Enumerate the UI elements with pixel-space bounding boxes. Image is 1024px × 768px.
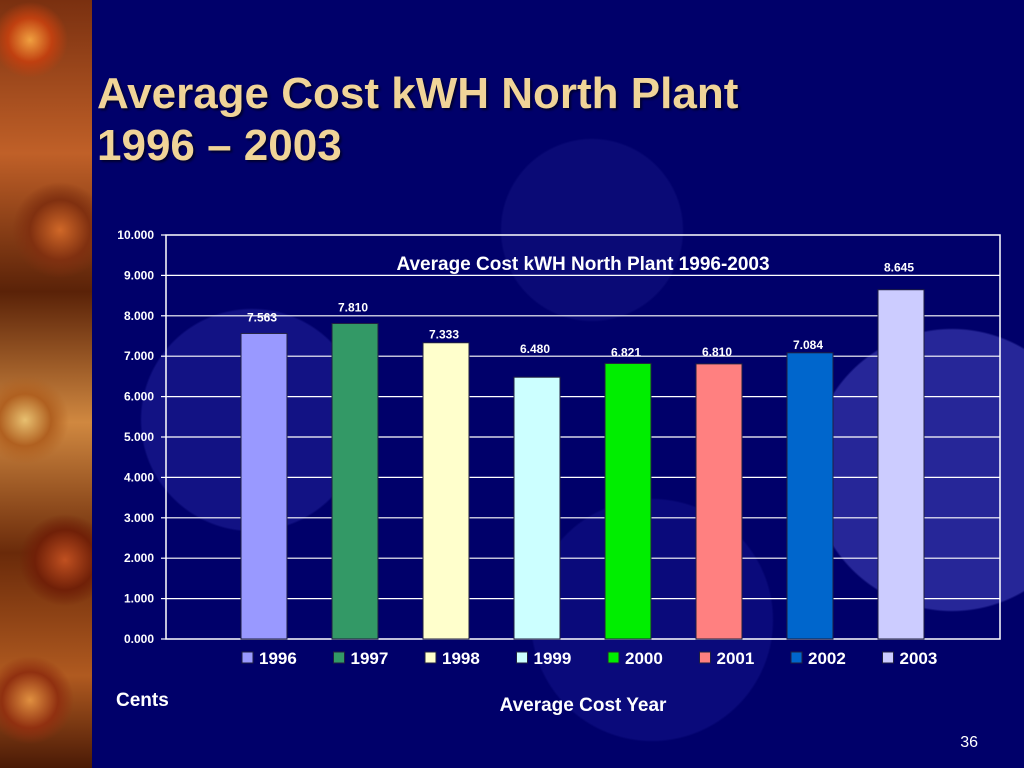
y-tick-label: 1.000 bbox=[124, 592, 154, 606]
slide-title-line-1: Average Cost kWH North Plant bbox=[97, 69, 739, 118]
legend-label-2001: 2001 bbox=[717, 649, 755, 668]
chart-title: Average Cost kWH North Plant 1996-2003 bbox=[396, 254, 769, 275]
data-label-1998: 7.333 bbox=[429, 328, 459, 342]
y-tick-label: 2.000 bbox=[124, 551, 154, 565]
bar-1999 bbox=[513, 376, 561, 640]
y-tick-label: 6.000 bbox=[124, 390, 154, 404]
legend-swatch-1998 bbox=[424, 651, 437, 664]
y-axis-title: Cents bbox=[116, 690, 169, 711]
data-label-1999: 6.480 bbox=[520, 342, 550, 356]
legend-label-2003: 2003 bbox=[900, 649, 938, 668]
legend-label-1997: 1997 bbox=[351, 649, 389, 668]
legend-label-2000: 2000 bbox=[625, 649, 663, 668]
bar-1998 bbox=[422, 342, 470, 640]
y-axis-tick-labels: 0.000 1.000 2.000 3.000 4.000 5.000 6.000 7.000… bbox=[117, 228, 154, 646]
bar-1996 bbox=[240, 332, 288, 640]
legend-label-1998: 1998 bbox=[442, 649, 480, 668]
bar-2001 bbox=[695, 363, 743, 640]
data-label-2001: 6.810 bbox=[702, 345, 732, 359]
slide-title-line-2: 1996 – 2003 bbox=[97, 121, 342, 170]
data-label-2003: 8.645 bbox=[884, 261, 914, 275]
decorative-gear-strip bbox=[0, 0, 92, 768]
legend-swatch-2003 bbox=[882, 651, 894, 664]
slide-title: Average Cost kWH North Plant 1996 – 2003 bbox=[97, 68, 738, 172]
bar-1997 bbox=[331, 322, 379, 640]
legend-swatch-1996 bbox=[241, 651, 254, 664]
legend-label-1996: 1996 bbox=[259, 649, 297, 668]
legend-label-1999: 1999 bbox=[534, 649, 572, 668]
page-number: 36 bbox=[960, 734, 978, 751]
y-tick-label: 9.000 bbox=[124, 268, 154, 282]
y-tick-label: 4.000 bbox=[124, 470, 154, 484]
bar-2002 bbox=[786, 352, 834, 640]
y-tick-label: 7.000 bbox=[124, 349, 154, 363]
data-label-1997: 7.810 bbox=[338, 300, 368, 314]
y-tick-label: 10.000 bbox=[117, 228, 154, 242]
legend-swatch-2001 bbox=[699, 651, 711, 664]
data-label-1996: 7.563 bbox=[247, 310, 277, 324]
legend-swatch-1999 bbox=[516, 651, 528, 664]
data-label-2002: 7.084 bbox=[793, 338, 823, 352]
data-labels: 7.563 7.810 7.333 6.480 6.821 6.810 7.084 8.645 bbox=[247, 261, 914, 360]
bar-2000 bbox=[604, 362, 652, 640]
x-axis-title: Average Cost Year bbox=[500, 695, 667, 716]
legend-swatch-1997 bbox=[333, 651, 345, 664]
y-tick-label: 5.000 bbox=[124, 430, 154, 444]
bar-2003 bbox=[877, 289, 925, 640]
y-tick-label: 0.000 bbox=[124, 632, 154, 646]
y-tick-label: 8.000 bbox=[124, 309, 154, 323]
legend-label-2002: 2002 bbox=[808, 649, 846, 668]
data-label-2000: 6.821 bbox=[611, 345, 641, 359]
legend-swatch-2000 bbox=[607, 651, 620, 664]
bars bbox=[240, 289, 925, 640]
grid-lines bbox=[161, 234, 1000, 640]
legend: 1996 1997 1998 1999 2000 2001 2002 2003 bbox=[241, 649, 938, 668]
y-tick-label: 3.000 bbox=[124, 511, 154, 525]
legend-swatch-2002 bbox=[790, 651, 803, 664]
